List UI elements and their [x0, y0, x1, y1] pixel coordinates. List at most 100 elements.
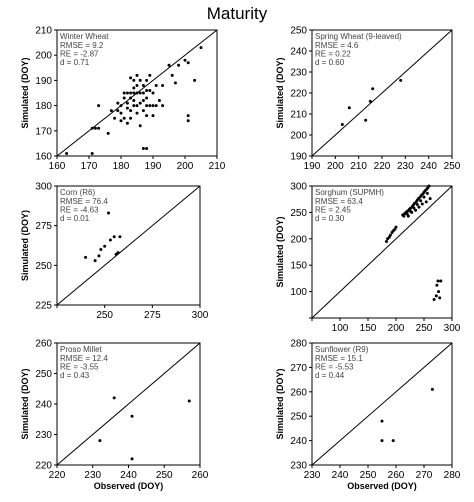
y-tick-label: 225: [35, 301, 52, 312]
data-point: [141, 99, 145, 103]
y-tick-label: 210: [35, 26, 52, 37]
plot-frame: [56, 29, 218, 157]
data-point: [380, 439, 384, 443]
data-point: [368, 99, 372, 103]
x-tick-label: 170: [81, 161, 98, 172]
data-point: [161, 83, 165, 87]
data-point: [145, 78, 149, 82]
data-point: [419, 199, 423, 203]
x-tick-label: 270: [416, 470, 433, 481]
y-tick-label: 250: [35, 261, 52, 272]
panel-6: 230 240 250 260 270 280 230 240 250 260 270 280 Simu…: [275, 339, 461, 492]
data-point: [97, 104, 101, 108]
x-tick-label: 200: [388, 323, 405, 334]
data-point: [391, 439, 395, 443]
x-tick-label: 300: [192, 310, 209, 321]
data-point: [122, 91, 126, 95]
data-point: [430, 387, 434, 391]
data-point: [93, 259, 97, 263]
data-point: [364, 118, 368, 122]
data-point: [145, 96, 149, 100]
y-tick-label: 100: [290, 287, 307, 298]
data-point: [148, 88, 152, 92]
y-axis-label: Simulated (DOY): [275, 57, 285, 128]
panel-4: 100 150 200 250 300 100 150 200 250 300 Simulated …: [275, 182, 461, 335]
data-point: [186, 114, 190, 118]
data-point: [199, 46, 203, 50]
data-point: [434, 294, 438, 298]
data-point: [122, 116, 126, 120]
panel-label: Sorghum (SUPMH): [315, 188, 384, 197]
x-tick-label: 220: [374, 161, 391, 172]
x-tick-label: 240: [120, 470, 137, 481]
data-point: [167, 63, 171, 67]
y-tick-label: 230: [35, 430, 52, 441]
data-point: [125, 101, 129, 105]
data-point: [93, 126, 97, 130]
x-axis-label: Observed (DOY): [347, 481, 417, 491]
panel-1: 160 170 180 190 200 210 160 170 180 190 200 210 Simu…: [20, 26, 226, 173]
data-point: [186, 61, 190, 65]
x-tick-label: 300: [444, 323, 461, 334]
data-point: [130, 457, 134, 461]
data-point: [388, 233, 392, 237]
y-tick-label: 180: [35, 101, 52, 112]
y-tick-label: 260: [35, 339, 52, 350]
x-tick-label: 280: [444, 470, 461, 481]
data-point: [402, 214, 406, 218]
panel-stat: d = 0.44: [315, 371, 345, 380]
x-tick-label: 180: [113, 161, 130, 172]
data-point: [132, 91, 136, 95]
data-point: [428, 197, 432, 201]
data-point: [132, 86, 136, 90]
data-point: [186, 119, 190, 123]
one-to-one-line: [311, 185, 453, 319]
plot-frame: [311, 185, 453, 319]
data-point: [154, 83, 158, 87]
data-point: [151, 114, 155, 118]
data-point: [130, 414, 134, 418]
data-point: [99, 247, 103, 251]
data-point: [161, 104, 165, 108]
data-point: [420, 202, 424, 206]
panel-label: Proso Millet: [60, 345, 103, 354]
x-tick-label: 250: [416, 323, 433, 334]
panel-stat: RMSE = 4.6: [315, 41, 359, 50]
data-point: [90, 151, 94, 155]
data-point: [177, 63, 181, 67]
data-point: [118, 235, 122, 239]
data-point: [84, 255, 88, 259]
y-axis-label: Simulated (DOY): [275, 216, 285, 287]
x-axis-label: Observed (DOY): [94, 481, 164, 491]
panel-2: 190 200 210 220 230 240 250 190 200 210 220 230 240 2…: [275, 26, 461, 173]
data-point: [125, 121, 129, 125]
data-point: [145, 114, 149, 118]
y-tick-label: 220: [290, 89, 307, 100]
x-tick-label: 260: [388, 470, 405, 481]
y-tick-label: 220: [35, 461, 52, 472]
data-point: [141, 146, 145, 150]
data-point: [116, 109, 120, 113]
data-point: [170, 73, 174, 77]
x-tick-label: 210: [209, 161, 226, 172]
y-tick-label: 250: [290, 26, 307, 37]
y-tick-label: 280: [290, 339, 307, 350]
data-point: [129, 109, 133, 113]
y-tick-label: 250: [290, 412, 307, 423]
data-point: [129, 96, 133, 100]
y-tick-label: 190: [35, 76, 52, 87]
data-point: [138, 101, 142, 105]
x-tick-label: 275: [144, 310, 161, 321]
y-axis-label: Simulated (DOY): [20, 368, 30, 439]
data-point: [435, 283, 439, 287]
y-tick-label: 300: [290, 182, 307, 193]
x-tick-label: 150: [360, 323, 377, 334]
data-point: [112, 235, 116, 239]
data-point: [97, 254, 101, 258]
data-point: [119, 119, 123, 123]
data-point: [371, 87, 375, 91]
data-point: [129, 76, 133, 80]
x-tick-label: 100: [332, 323, 349, 334]
data-point: [347, 106, 351, 110]
data-point: [384, 239, 388, 243]
